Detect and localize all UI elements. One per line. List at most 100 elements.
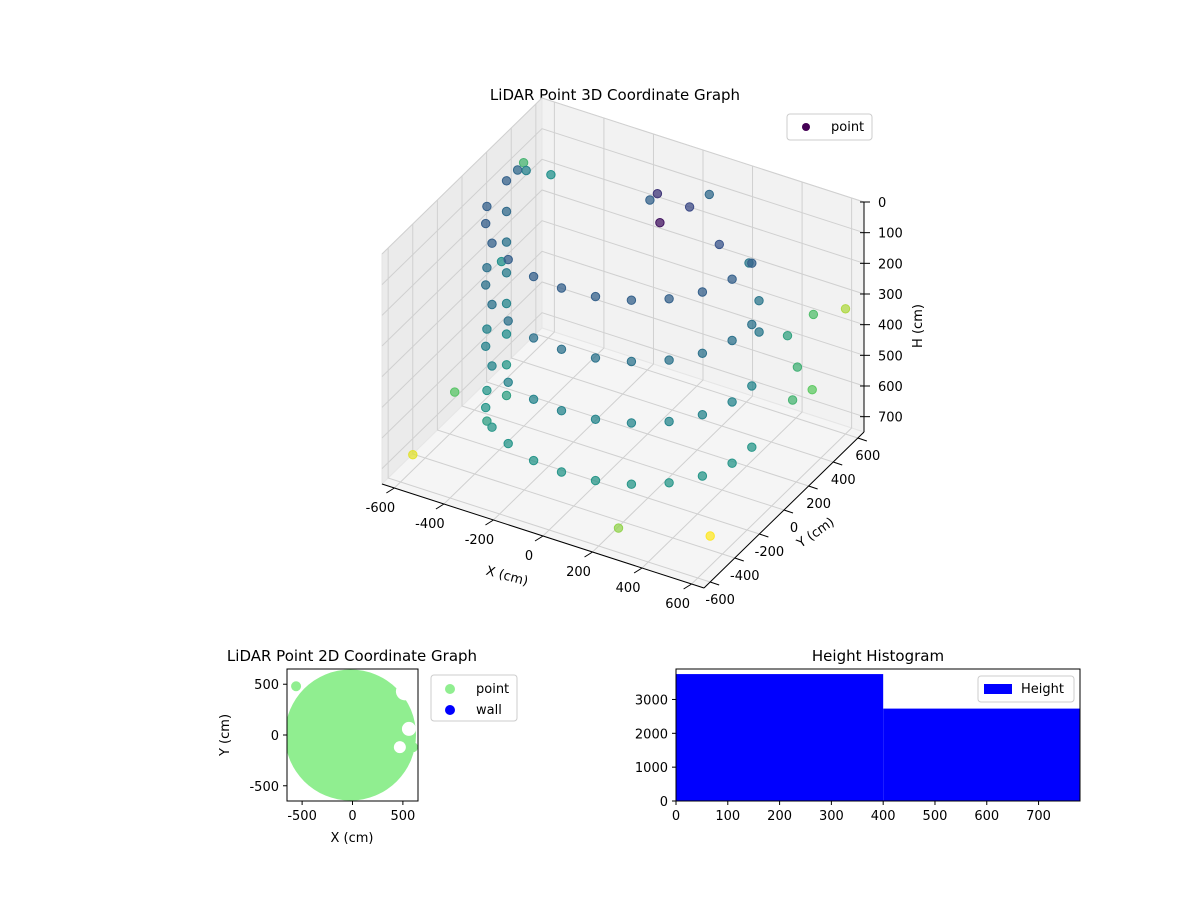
data-point (684, 202, 695, 212)
x-tick-label: 0 (525, 549, 533, 564)
y-tick-label: 500 (254, 678, 279, 693)
chart-3d-points (408, 158, 851, 541)
x-tick-label: -400 (415, 517, 445, 532)
x-tick-label: 0 (672, 809, 680, 824)
data-point (501, 206, 512, 217)
grid-line-z (381, 189, 865, 347)
point-cloud-disc (287, 669, 416, 801)
data-point (747, 319, 757, 330)
chart-2d-ylabel: Y (cm) (218, 714, 233, 757)
data-point (503, 316, 513, 326)
y-tick (783, 509, 794, 514)
y-tick-label: 200 (806, 497, 831, 512)
data-point (521, 165, 531, 176)
chart-3d-ylabel: Y (cm) (794, 515, 838, 552)
x-tick (683, 583, 692, 590)
data-point (487, 299, 497, 310)
data-point (487, 422, 497, 432)
x-tick-label: 200 (767, 809, 792, 824)
data-point (613, 523, 624, 533)
legend-marker-wall (445, 705, 455, 715)
y-tick-label: 1000 (635, 761, 668, 776)
x-tick-label: 500 (923, 809, 948, 824)
x-tick-label: 200 (566, 565, 591, 580)
data-point (501, 390, 512, 401)
data-point (626, 356, 637, 367)
chart-histogram: Height Histogram 0 100 200 300 400 500 600 7000… (635, 647, 1081, 824)
grid-line-y (510, 128, 834, 463)
data-point (697, 410, 708, 420)
data-point (645, 195, 655, 205)
chart-3d-legend: point (786, 113, 873, 141)
y-tick-label: -400 (730, 569, 760, 584)
plot-frame (675, 668, 1081, 802)
data-point (481, 218, 491, 229)
data-point (481, 280, 491, 290)
x-tick (485, 519, 494, 526)
z-tick-label: 500 (878, 349, 903, 364)
chart-3d-grid (381, 97, 865, 585)
data-point (518, 158, 529, 168)
grid-line-x (493, 134, 654, 521)
data-point (655, 218, 665, 228)
x-tick-label: 300 (819, 809, 844, 824)
point-cloud (287, 669, 418, 801)
gap (395, 682, 414, 701)
data-point (754, 327, 764, 337)
data-point (556, 467, 567, 477)
histogram-bar (883, 708, 1080, 801)
legend-label-point: point (476, 682, 509, 697)
x-tick-label: -600 (366, 501, 396, 516)
data-point (512, 165, 523, 175)
data-point (590, 291, 601, 302)
data-point (626, 295, 637, 305)
legend-box (786, 113, 873, 141)
data-point (697, 287, 708, 297)
grid-line-z (381, 128, 865, 286)
data-point (590, 414, 601, 424)
data-point (747, 258, 757, 268)
data-point (556, 344, 567, 354)
data-point (482, 324, 492, 334)
y-tick-label: 0 (790, 521, 798, 536)
legend-box (977, 675, 1075, 703)
data-point (503, 254, 513, 265)
histogram-axes: 0 100 200 300 400 500 600 700 0 1000 2000 3000 (635, 668, 1081, 824)
data-point (727, 397, 737, 407)
data-point (705, 531, 715, 541)
data-point (501, 176, 512, 186)
histogram-bars (676, 674, 1080, 801)
data-point (664, 416, 674, 427)
legend-label-height: Height (1021, 682, 1064, 697)
z-tick-label: 600 (878, 380, 903, 395)
x-tick-label: 400 (616, 581, 641, 596)
x-tick (633, 567, 643, 574)
data-point (481, 341, 491, 351)
y-tick-label: -600 (705, 593, 735, 608)
gap (401, 721, 416, 736)
z-tick-label: 300 (878, 288, 903, 303)
grid-line-x (443, 118, 605, 505)
data-point (782, 331, 793, 341)
chart-2d: LiDAR Point 2D Coordinate Graph -500 0 500… (218, 647, 518, 846)
data-point (727, 335, 737, 346)
x-tick-label: 0 (348, 809, 356, 824)
grid-line-z (381, 220, 865, 378)
grid-line-z (381, 312, 865, 470)
histogram-legend: Height (977, 675, 1075, 703)
data-point (501, 329, 512, 339)
data-point (407, 742, 418, 753)
data-point (747, 381, 757, 391)
data-point (590, 475, 601, 486)
x-tick-label: -200 (465, 533, 495, 548)
data-point (626, 418, 637, 428)
data-point (482, 385, 492, 396)
data-point (556, 406, 567, 416)
data-point (528, 455, 539, 466)
x-tick-label: 600 (974, 809, 999, 824)
data-point (487, 238, 497, 248)
data-point (546, 170, 556, 180)
data-point (528, 394, 539, 404)
y-tick (857, 437, 868, 442)
